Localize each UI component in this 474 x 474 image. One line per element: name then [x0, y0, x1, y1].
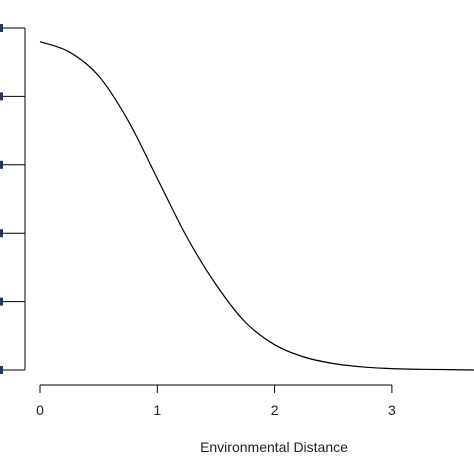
x-axis-label: Environmental Distance	[200, 439, 348, 455]
series-line-0	[39, 41, 474, 371]
x-tick-label-1: 1	[153, 402, 161, 418]
x-tick-label-3: 3	[388, 402, 396, 418]
y-tick-label-fragment-0	[0, 366, 3, 374]
y-axis	[0, 24, 26, 374]
y-tick-label-fragment-5	[0, 24, 3, 32]
series-layer	[39, 41, 474, 371]
x-tick-label-2: 2	[271, 402, 279, 418]
y-tick-label-fragment-2	[0, 229, 3, 238]
y-tick-label-fragment-4	[0, 92, 3, 101]
x-tick-label-0: 0	[36, 402, 44, 418]
x-axis: 0 1 2 3	[36, 384, 396, 418]
y-tick-label-fragment-1	[0, 297, 3, 306]
y-tick-label-fragment-3	[0, 160, 3, 169]
